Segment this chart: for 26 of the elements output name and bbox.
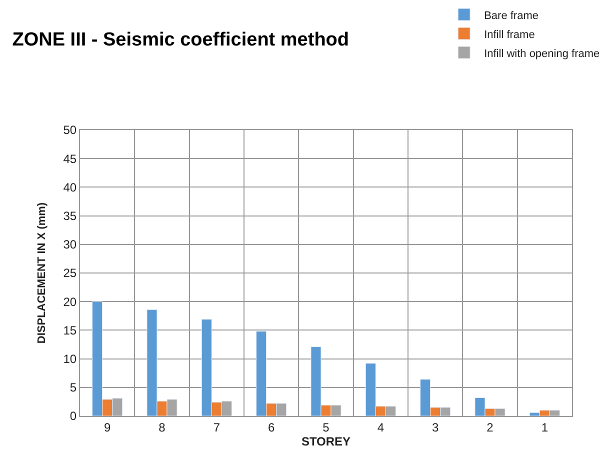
- legend-label: Infill frame: [484, 28, 535, 41]
- chart-title: ZONE III - Seismic coefficient method: [12, 30, 350, 51]
- x-tick-label: 8: [158, 420, 166, 434]
- x-tick-label: 9: [104, 420, 111, 434]
- x-tick-label: 4: [377, 420, 384, 434]
- x-tick-label: 2: [486, 420, 494, 434]
- y-tick-label: 45: [63, 152, 77, 166]
- y-tick-label: 40: [63, 180, 77, 194]
- y-tick-label: 0: [70, 409, 77, 424]
- x-tick-label: 6: [268, 420, 275, 434]
- x-tick-label: 7: [213, 420, 220, 434]
- x-tick-label: 5: [322, 420, 330, 434]
- y-axis-title: DISPLACEMENT IN X (mm): [36, 202, 48, 344]
- y-tick-label: 10: [63, 352, 77, 366]
- legend-label: Bare frame: [484, 10, 538, 22]
- y-tick-label: 25: [63, 266, 77, 280]
- x-axis-title: STOREY: [301, 434, 351, 448]
- y-tick-label: 5: [70, 380, 77, 395]
- x-tick-label: 1: [541, 420, 548, 434]
- y-tick-label: 30: [63, 238, 77, 252]
- y-tick-label: 20: [63, 294, 77, 309]
- legend-label: Infill with opening frame: [484, 48, 600, 60]
- x-tick-label: 3: [432, 420, 439, 434]
- y-tick-label: 35: [63, 209, 77, 223]
- y-tick-label: 15: [63, 323, 77, 338]
- y-tick-label: 50: [63, 123, 77, 138]
